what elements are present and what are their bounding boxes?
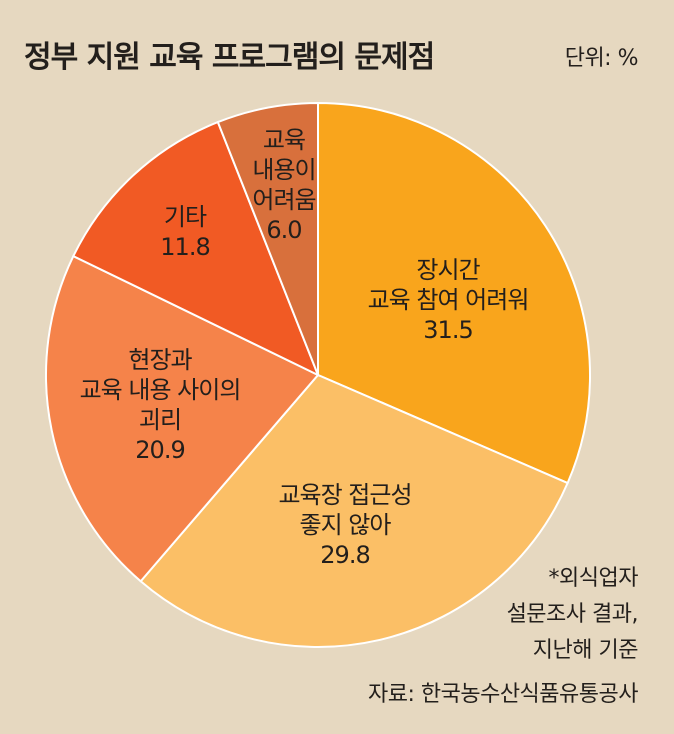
pie-slice-5 xyxy=(216,101,319,376)
slice-label-line: 괴리 xyxy=(139,406,181,434)
pie-slice-2 xyxy=(139,373,569,648)
pie-slice-4 xyxy=(72,120,320,378)
source-note: 자료: 한국농수산식품유통공사 xyxy=(367,682,639,707)
footnote-line-3: 지난해 기준 xyxy=(532,638,639,663)
slice-label-2: 교육장 접근성 좋지 않아 29.8 xyxy=(278,481,411,569)
slice-label-4: 기타 11.8 xyxy=(160,203,209,261)
slice-label-line: 교육 참여 어려워 xyxy=(368,286,529,314)
slice-label-line: 교육 내용 사이의 xyxy=(80,376,241,404)
slice-label-line: 교육장 접근성 xyxy=(278,481,411,509)
unit-label: 단위: % xyxy=(564,46,639,71)
slice-label-line: 현장과 xyxy=(128,346,192,374)
pie-slice-3 xyxy=(45,254,320,583)
slice-label-5: 교육 내용이 어려움 6.0 xyxy=(252,126,315,244)
chart-title: 정부 지원 교육 프로그램의 문제점 xyxy=(24,40,435,75)
slice-label-line: 기타 xyxy=(164,203,207,231)
slice-label-line: 어려움 xyxy=(252,186,315,214)
slice-value-4: 11.8 xyxy=(160,233,209,261)
slice-label-line: 내용이 xyxy=(252,156,315,184)
slice-value-1: 31.5 xyxy=(423,316,472,344)
footnote-line-2: 설문조사 결과, xyxy=(506,602,639,627)
slice-label-line: 좋지 않아 xyxy=(300,511,392,539)
slice-label-line: 교육 xyxy=(263,126,305,154)
slice-label-1: 장시간 교육 참여 어려워 31.5 xyxy=(368,256,529,344)
slice-label-line: 장시간 xyxy=(416,256,480,284)
footnote-line-1: *외식업자 xyxy=(548,566,639,591)
slice-value-5: 6.0 xyxy=(266,216,301,244)
slice-value-3: 20.9 xyxy=(135,436,184,464)
slice-label-3: 현장과 교육 내용 사이의 괴리 20.9 xyxy=(80,346,241,464)
pie-slice-1 xyxy=(317,101,591,485)
slice-value-2: 29.8 xyxy=(320,541,369,569)
